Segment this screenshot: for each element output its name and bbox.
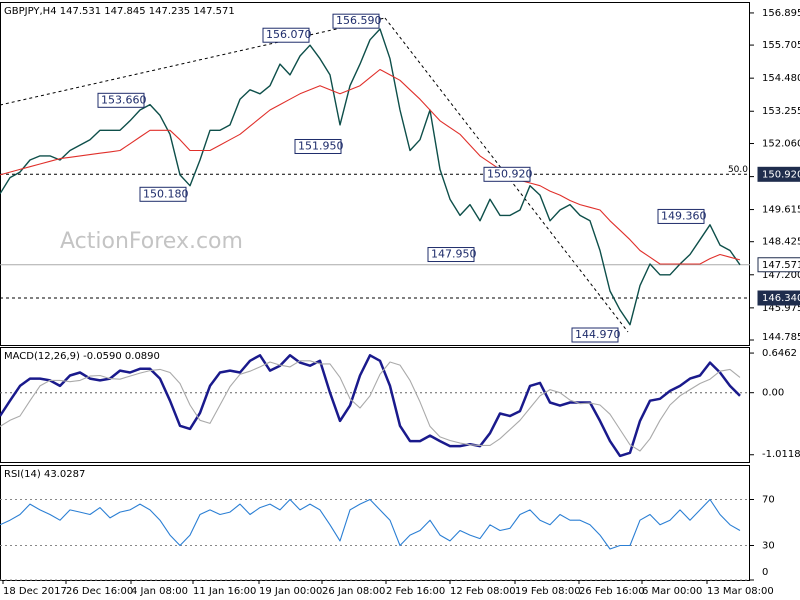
y-tick-label: 148.425: [762, 237, 800, 248]
y-tick-label: 156.895: [762, 8, 800, 19]
annotation-box: [262, 27, 310, 43]
y-tick-label: 147.200: [762, 270, 800, 281]
series-line: [0, 360, 741, 452]
level-box: [757, 257, 800, 273]
annotation-box: [483, 166, 531, 182]
annotation-box: [571, 327, 619, 343]
y-tick-label: 155.705: [762, 40, 800, 51]
annotation-label: 151.950: [298, 139, 344, 152]
annotation-box: [332, 13, 380, 29]
y-tick-label: -1.0118: [762, 449, 800, 460]
panel-title: GBPJPY,H4 147.531 147.845 147.235 147.57…: [4, 6, 235, 17]
series-line: [0, 28, 741, 326]
watermark: ActionForex.com: [60, 229, 243, 254]
y-tick-label: 149.615: [762, 205, 800, 216]
annotation-box: [97, 92, 145, 108]
x-tick-label: 4 Jan 08:00: [131, 586, 188, 597]
annotation-label: 149.360: [661, 209, 707, 222]
x-tick-label: 12 Feb 08:00: [450, 586, 516, 597]
annotation-label: 150.920: [487, 167, 533, 180]
y-tick-label: 70: [762, 495, 775, 506]
x-tick-label: 19 Jan 00:00: [259, 586, 322, 597]
panel-title: MACD(12,26,9) -0.0590 0.0890: [4, 351, 160, 362]
annotation-label: 156.590: [336, 14, 382, 27]
annotation-label: 147.950: [431, 248, 477, 261]
x-tick-label: 26 Jan 08:00: [322, 586, 385, 597]
annotation-label: 144.970: [575, 328, 621, 341]
level-label: 146.340: [762, 293, 800, 304]
level-label: 150.920: [762, 169, 800, 180]
x-tick-label: 13 Mar 08:00: [707, 586, 774, 597]
annotation-label: 153.660: [101, 93, 147, 106]
x-tick-label: 26 Dec 16:00: [66, 586, 133, 597]
annotation-box: [139, 186, 187, 202]
annotation-label: 150.180: [143, 187, 189, 200]
y-tick-label: 0.6462: [762, 348, 797, 359]
y-tick-label: 154.480: [762, 73, 800, 84]
annotation-box: [657, 208, 705, 224]
x-tick-label: 6 Mar 00:00: [642, 586, 702, 597]
x-tick-label: 18 Dec 2017: [3, 586, 67, 597]
series-line: [0, 68, 741, 265]
fib-label: 50.0: [728, 165, 748, 175]
level-box: [757, 166, 800, 182]
annotation-box: [427, 247, 475, 263]
x-tick-label: 2 Feb 16:00: [386, 586, 445, 597]
level-label: 147.571: [762, 260, 800, 271]
y-tick-label: 0.00: [762, 388, 784, 399]
panel-title: RSI(14) 43.0287: [4, 469, 85, 480]
y-tick-label: 30: [762, 541, 775, 552]
level-box: [757, 290, 800, 306]
annotation-box: [294, 138, 342, 154]
x-tick-label: 19 Feb 08:00: [515, 586, 581, 597]
series-line: [0, 498, 741, 550]
y-tick-label: 153.255: [762, 106, 800, 117]
y-tick-label: 0: [762, 567, 768, 578]
y-tick-label: 145.975: [762, 303, 800, 314]
x-tick-label: 11 Jan 16:00: [193, 586, 256, 597]
annotation-label: 156.070: [266, 28, 312, 41]
y-tick-label: 152.060: [762, 139, 800, 150]
panel-frame: [0, 347, 750, 463]
series-line: [0, 354, 741, 458]
x-tick-label: 26 Feb 16:00: [579, 586, 645, 597]
y-tick-label: 144.785: [762, 332, 800, 343]
